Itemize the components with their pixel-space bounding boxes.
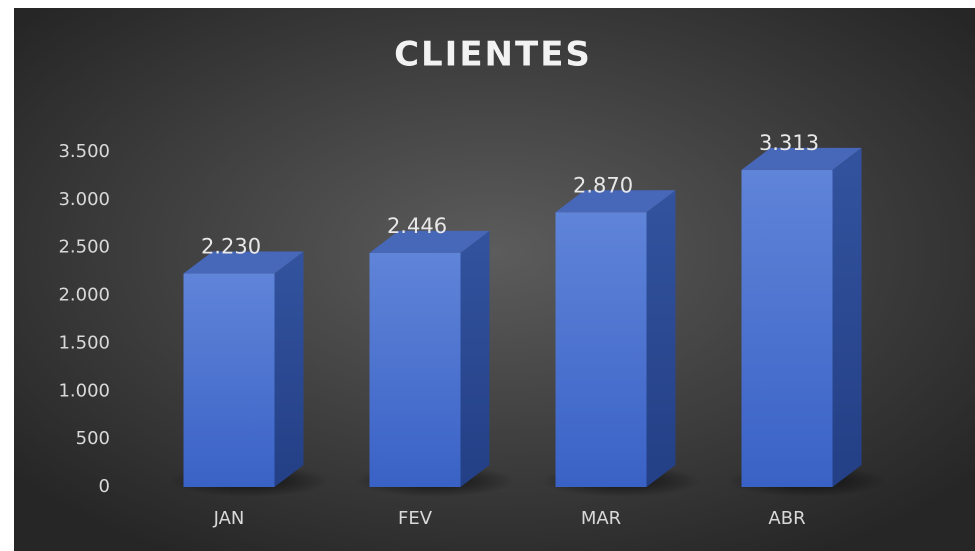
bar — [183, 273, 275, 487]
bar-top — [183, 251, 304, 274]
bar-top — [741, 147, 862, 170]
y-tick-label: 3.000 — [58, 189, 110, 210]
bar-side — [460, 230, 490, 487]
y-tick-label: 1.500 — [58, 332, 110, 353]
x-tick-label: JAN — [213, 508, 245, 529]
x-tick-label: ABR — [768, 508, 805, 529]
bar-top — [555, 190, 676, 213]
bar-side — [646, 190, 676, 488]
value-label: 2.870 — [573, 173, 633, 197]
bar — [555, 212, 647, 488]
value-label: 2.446 — [387, 214, 447, 238]
bar — [741, 169, 833, 488]
bar — [369, 252, 461, 487]
value-label: 3.313 — [759, 131, 819, 155]
bar-side — [274, 251, 304, 487]
y-tick-label: 1.000 — [58, 380, 110, 401]
y-tick-label: 2.500 — [58, 237, 110, 258]
y-tick-label: 3.500 — [58, 141, 110, 162]
x-tick-label: MAR — [581, 508, 621, 529]
x-tick-label: FEV — [398, 508, 433, 529]
value-label: 2.230 — [201, 235, 261, 259]
bar-top — [369, 230, 490, 253]
chart-title: CLIENTES — [394, 35, 592, 75]
y-tick-label: 2.000 — [58, 285, 110, 306]
bar-side — [832, 147, 862, 488]
y-tick-label: 500 — [76, 428, 110, 449]
y-tick-label: 0 — [99, 476, 110, 497]
